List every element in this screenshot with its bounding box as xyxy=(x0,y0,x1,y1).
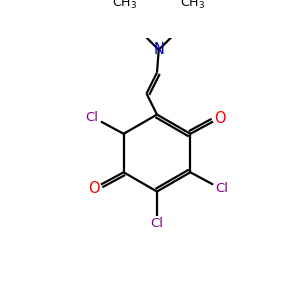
Text: N: N xyxy=(153,42,164,57)
Text: Cl: Cl xyxy=(215,182,228,195)
Text: O: O xyxy=(88,181,100,196)
Text: Cl: Cl xyxy=(151,218,164,230)
Text: O: O xyxy=(214,111,226,126)
Text: CH$_3$: CH$_3$ xyxy=(112,0,137,11)
Text: CH$_3$: CH$_3$ xyxy=(180,0,206,11)
Text: Cl: Cl xyxy=(86,111,99,124)
